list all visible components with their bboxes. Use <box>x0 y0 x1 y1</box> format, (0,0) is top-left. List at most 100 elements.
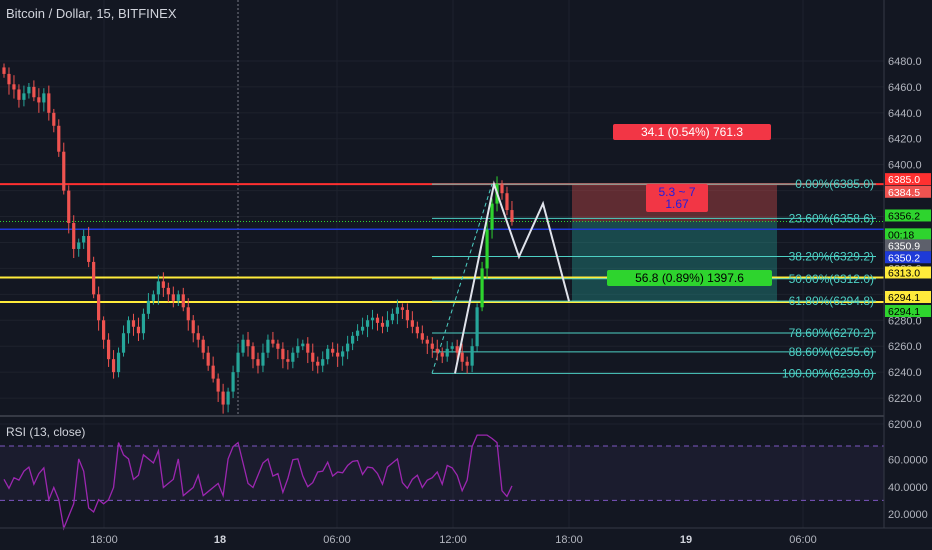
price-tick-label: 6200.0 <box>888 419 922 431</box>
candle-body <box>380 322 385 327</box>
candle-body <box>67 190 71 224</box>
price-badge-label: 6294.1 <box>888 306 920 318</box>
candle-body <box>201 339 205 353</box>
candle-body <box>126 320 131 334</box>
candle-body <box>385 320 390 327</box>
price-badge-label: 6385.0 <box>888 174 920 186</box>
candle-body <box>241 339 245 353</box>
candle-body <box>121 333 126 353</box>
candle-body <box>216 378 220 392</box>
candle-body <box>410 320 414 327</box>
candle-body <box>151 294 155 301</box>
fib-level-label: 50.00%(6312.0) <box>789 272 874 286</box>
candle-body <box>360 326 365 331</box>
candle-body <box>161 281 165 288</box>
candle-body <box>276 343 280 349</box>
candle-body <box>291 352 295 362</box>
candle-body <box>97 294 101 321</box>
candle-body <box>405 309 409 321</box>
candle-body <box>106 339 111 360</box>
rsi-tick-label: 40.0000 <box>888 482 928 494</box>
candle-body <box>500 184 504 194</box>
candle-body <box>485 229 489 269</box>
candle-body <box>351 335 355 344</box>
price-badge-label: 6356.2 <box>888 210 920 222</box>
candle-body <box>111 359 116 373</box>
time-axis[interactable]: 18:00 18 06:00 12:00 18:00 19 06:00 <box>0 527 932 546</box>
candle-body <box>166 287 170 295</box>
candle-body <box>52 112 56 126</box>
grid <box>0 0 932 528</box>
candle-body <box>92 261 96 295</box>
projection-pattern[interactable] <box>454 180 570 374</box>
time-tick-label: 06:00 <box>323 534 351 546</box>
candle-body <box>370 317 375 321</box>
price-tick-label: 6460.0 <box>888 82 922 94</box>
candle-body <box>365 320 370 327</box>
risk-label: 34.1 (0.54%) 761.3 <box>641 125 743 139</box>
candle-body <box>17 89 21 100</box>
candle-body <box>2 67 6 74</box>
candle-body <box>72 223 76 249</box>
price-badge <box>885 209 931 222</box>
reward-label-bg <box>607 270 772 286</box>
candle-body <box>156 281 160 295</box>
candle-body <box>116 352 121 373</box>
candle-body <box>316 361 320 366</box>
time-tick-label: 12:00 <box>439 534 467 546</box>
candle-body <box>102 320 106 340</box>
candle-body <box>420 333 424 340</box>
candle-body <box>176 294 180 301</box>
price-badge <box>885 290 931 303</box>
price-tick-label: 6280.0 <box>888 315 922 327</box>
candle-body <box>12 84 16 90</box>
fib-level-label: 0.00%(6385.0) <box>795 177 874 191</box>
price-tick-label: 6240.0 <box>888 367 922 379</box>
rsi-title: RSI (13, close) <box>6 425 86 439</box>
candle-body <box>281 348 285 360</box>
price-tick-label: 6400.0 <box>888 160 922 172</box>
candle-body <box>336 352 340 357</box>
candle-body <box>450 346 454 349</box>
price-badge-label: 6384.5 <box>888 187 920 199</box>
candle-body <box>341 351 345 357</box>
time-tick-label: 18 <box>214 534 226 546</box>
candle-body <box>430 343 434 349</box>
candle-body <box>296 346 300 353</box>
candle-body <box>136 326 141 334</box>
candle-body <box>490 203 494 230</box>
time-tick-label: 18:00 <box>555 534 583 546</box>
candle-body <box>62 151 66 191</box>
candle-body <box>141 313 146 334</box>
candle-body <box>415 326 419 334</box>
time-tick-label: 18:00 <box>90 534 118 546</box>
candle-body <box>355 330 360 336</box>
candle-body <box>395 307 400 314</box>
candle-body <box>475 307 479 347</box>
candle-body <box>261 352 265 366</box>
candle-body <box>455 346 459 353</box>
price-badge-label: 00:18 <box>888 229 914 241</box>
candle-body <box>425 339 429 344</box>
candle-body <box>226 391 230 405</box>
candle-body <box>460 352 464 362</box>
candle-body <box>77 242 81 249</box>
price-badge <box>885 239 931 252</box>
candle-body <box>181 294 185 308</box>
candle-body <box>42 93 46 103</box>
candle-body <box>171 294 175 301</box>
rsi-tick-label: 60.0000 <box>888 455 928 467</box>
fib-level-label: 61.80%(6294.8) <box>789 294 874 308</box>
candle-body <box>206 352 210 366</box>
fib-level-label: 88.60%(6255.6) <box>789 345 874 359</box>
fibonacci-retracement[interactable]: 0.00%(6385.0) 23.60%(6358.6) 38.20%(6329.2… <box>431 177 876 380</box>
price-badge <box>885 173 931 186</box>
price-badge-label: 6350.2 <box>888 252 920 264</box>
candle-body <box>465 361 469 366</box>
candle-body <box>480 268 484 308</box>
candle-body <box>271 339 275 344</box>
candle-body <box>251 346 255 360</box>
price-badge <box>885 304 931 317</box>
